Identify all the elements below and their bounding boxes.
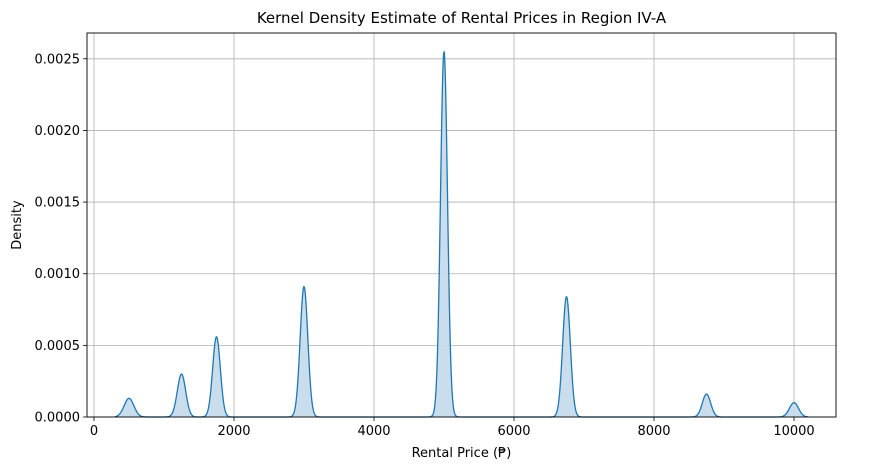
x-tick-label: 0 (90, 424, 98, 439)
x-axis-label: Rental Price (₱) (412, 446, 512, 461)
chart-title: Kernel Density Estimate of Rental Prices… (257, 9, 667, 27)
y-tick-label: 0.0015 (35, 196, 81, 211)
y-tick-label: 0.0000 (35, 411, 81, 426)
y-tick-label: 0.0010 (35, 267, 81, 282)
x-tick-label: 4000 (357, 424, 390, 439)
y-axis-label: Density (10, 200, 25, 250)
y-axis-ticks: 0.0000 0.0005 0.0010 0.0015 0.0020 0.0025 (35, 52, 87, 426)
x-tick-label: 10000 (773, 424, 814, 439)
x-tick-label: 6000 (497, 424, 530, 439)
x-axis-ticks: 0 2000 4000 6000 8000 10000 (90, 417, 815, 439)
plot-frame (86, 32, 837, 418)
x-tick-label: 2000 (217, 424, 250, 439)
y-tick-label: 0.0025 (35, 52, 81, 67)
y-tick-label: 0.0005 (35, 339, 81, 354)
x-tick-label: 8000 (637, 424, 670, 439)
y-tick-label: 0.0020 (35, 124, 81, 139)
